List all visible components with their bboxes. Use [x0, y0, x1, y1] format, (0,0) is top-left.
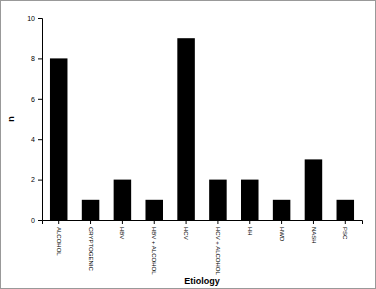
y-axis-title: n: [6, 116, 16, 122]
y-tick-mark: [38, 58, 42, 59]
x-tick: PSC: [342, 220, 348, 240]
x-tick: HBV: [119, 220, 125, 239]
y-tick-label: 6: [31, 96, 35, 103]
x-tick-label: ALCOHOL: [56, 227, 62, 256]
y-axis-line: [38, 19, 43, 221]
y-tick: 8: [31, 55, 42, 62]
x-tick-label: NASH: [311, 227, 317, 244]
x-tick: CRYPTOGENIC: [88, 220, 94, 271]
x-tick-label: HCV + ALCOHOL: [215, 227, 221, 276]
x-tick-label: PSC: [342, 227, 348, 240]
y-tick-mark: [38, 99, 42, 100]
chart: 0 2 4 6 8 10 ALCOHOL CRYPTOGENIC HBV HBV + ALCOHO…: [0, 0, 376, 289]
x-tick-mark: [186, 220, 187, 224]
bar: [50, 58, 68, 220]
bar: [82, 200, 100, 220]
y-tick: 4: [31, 136, 42, 143]
x-tick-mark: [154, 220, 155, 224]
y-tick: 0: [31, 217, 42, 224]
y-tick-label: 10: [27, 15, 35, 22]
y-tick-mark: [38, 180, 42, 181]
y-tick-mark: [38, 220, 42, 221]
x-tick-mark: [249, 220, 250, 224]
x-tick-mark: [122, 220, 123, 224]
x-tick-mark: [90, 220, 91, 224]
y-tick: 2: [31, 176, 42, 183]
x-tick: HCV + ALCOHOL: [215, 220, 221, 276]
x-tick: HBV + ALCOHOL: [151, 220, 157, 275]
x-tick: NASH: [311, 220, 317, 244]
x-tick: HH: [247, 220, 253, 236]
x-axis-title: Etiology: [184, 276, 220, 286]
x-tick-mark: [281, 220, 282, 224]
y-tick-label: 2: [31, 176, 35, 183]
y-tick: 10: [27, 15, 42, 22]
bar: [305, 159, 323, 220]
bar: [209, 180, 227, 220]
x-tick-mark: [217, 220, 218, 224]
plot: 0 2 4 6 8 10 ALCOHOL CRYPTOGENIC HBV HBV + ALCOHO…: [27, 15, 362, 276]
y-tick-label: 0: [31, 217, 35, 224]
x-tick-label: HH: [247, 227, 253, 236]
bar: [273, 200, 291, 220]
bar: [145, 200, 163, 220]
x-tick-mark: [345, 220, 346, 224]
x-tick: HWD: [279, 220, 285, 242]
bar: [337, 200, 355, 220]
x-tick-label: HBV: [119, 227, 125, 239]
x-axis: ALCOHOL CRYPTOGENIC HBV HBV + ALCOHOL HCV HCV…: [43, 220, 363, 276]
y-axis: 0 2 4 6 8 10: [27, 15, 42, 224]
figure-border: [1, 1, 376, 289]
y-tick: 6: [31, 96, 42, 103]
bar: [241, 180, 259, 220]
x-tick-label: HBV + ALCOHOL: [151, 227, 157, 275]
x-tick: ALCOHOL: [56, 220, 62, 256]
bar: [177, 38, 195, 220]
x-tick-mark: [313, 220, 314, 224]
y-tick-label: 8: [31, 55, 35, 62]
y-tick-label: 4: [31, 136, 35, 143]
x-tick-label: CRYPTOGENIC: [88, 227, 94, 271]
x-tick: HCV: [183, 220, 189, 240]
bar: [114, 180, 132, 220]
bars: [50, 38, 354, 220]
y-tick-mark: [38, 18, 42, 19]
x-axis-line: [43, 221, 363, 225]
y-tick-mark: [38, 139, 42, 140]
x-tick-label: HWD: [279, 227, 285, 242]
x-tick-mark: [58, 220, 59, 224]
x-tick-label: HCV: [183, 227, 189, 240]
